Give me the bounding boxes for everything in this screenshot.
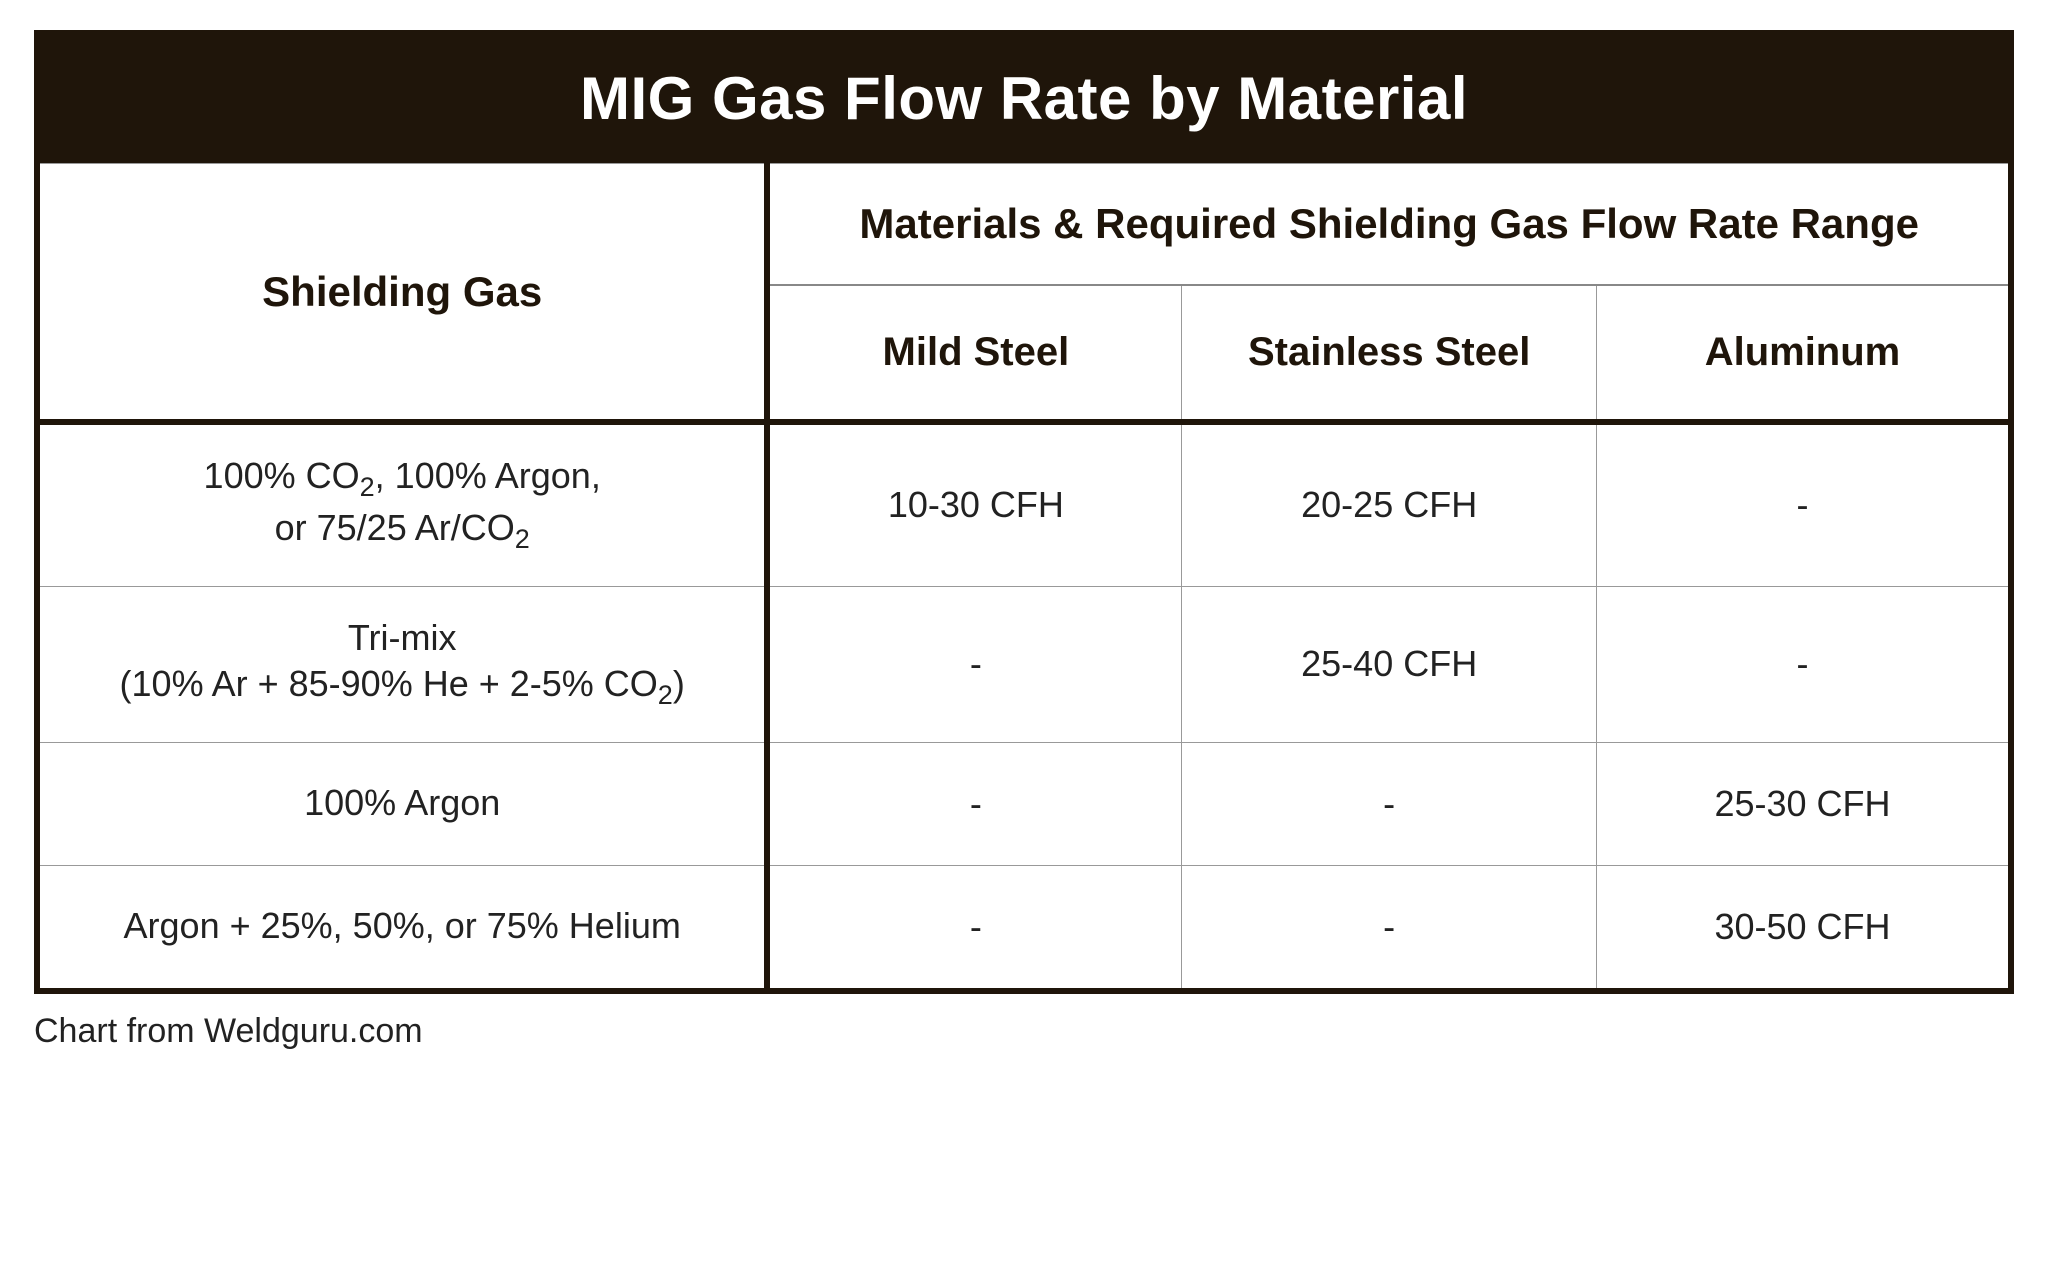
col-stainless-steel: Stainless Steel xyxy=(1182,285,1597,422)
value-cell: 25-40 CFH xyxy=(1182,586,1597,742)
value-cell: 20-25 CFH xyxy=(1182,422,1597,586)
gas-type: 100% Argon xyxy=(37,742,767,865)
value-cell: 25-30 CFH xyxy=(1596,742,2011,865)
chart-credit: Chart from Weldguru.com xyxy=(34,1012,2014,1051)
chart-container: MIG Gas Flow Rate by Material Shielding … xyxy=(34,30,2014,1051)
value-cell: - xyxy=(767,586,1182,742)
col-mild-steel: Mild Steel xyxy=(767,285,1182,422)
table-row: 100% Argon - - 25-30 CFH xyxy=(37,742,2011,865)
value-cell: - xyxy=(767,742,1182,865)
table-row: Argon + 25%, 50%, or 75% Helium - - 30-5… xyxy=(37,865,2011,991)
table-row: 100% CO2, 100% Argon,or 75/25 Ar/CO2 10-… xyxy=(37,422,2011,586)
gas-type: Argon + 25%, 50%, or 75% Helium xyxy=(37,865,767,991)
table-row: Tri-mix(10% Ar + 85-90% He + 2-5% CO2) -… xyxy=(37,586,2011,742)
table-title: MIG Gas Flow Rate by Material xyxy=(37,33,2011,164)
gas-type: Tri-mix(10% Ar + 85-90% He + 2-5% CO2) xyxy=(37,586,767,742)
header-materials: Materials & Required Shielding Gas Flow … xyxy=(767,164,2011,286)
gas-type: 100% CO2, 100% Argon,or 75/25 Ar/CO2 xyxy=(37,422,767,586)
value-cell: 10-30 CFH xyxy=(767,422,1182,586)
value-cell: 30-50 CFH xyxy=(1596,865,2011,991)
value-cell: - xyxy=(1182,865,1597,991)
header-shielding-gas: Shielding Gas xyxy=(37,164,767,423)
value-cell: - xyxy=(1182,742,1597,865)
value-cell: - xyxy=(767,865,1182,991)
value-cell: - xyxy=(1596,422,2011,586)
value-cell: - xyxy=(1596,586,2011,742)
col-aluminum: Aluminum xyxy=(1596,285,2011,422)
flow-rate-table: MIG Gas Flow Rate by Material Shielding … xyxy=(34,30,2014,994)
